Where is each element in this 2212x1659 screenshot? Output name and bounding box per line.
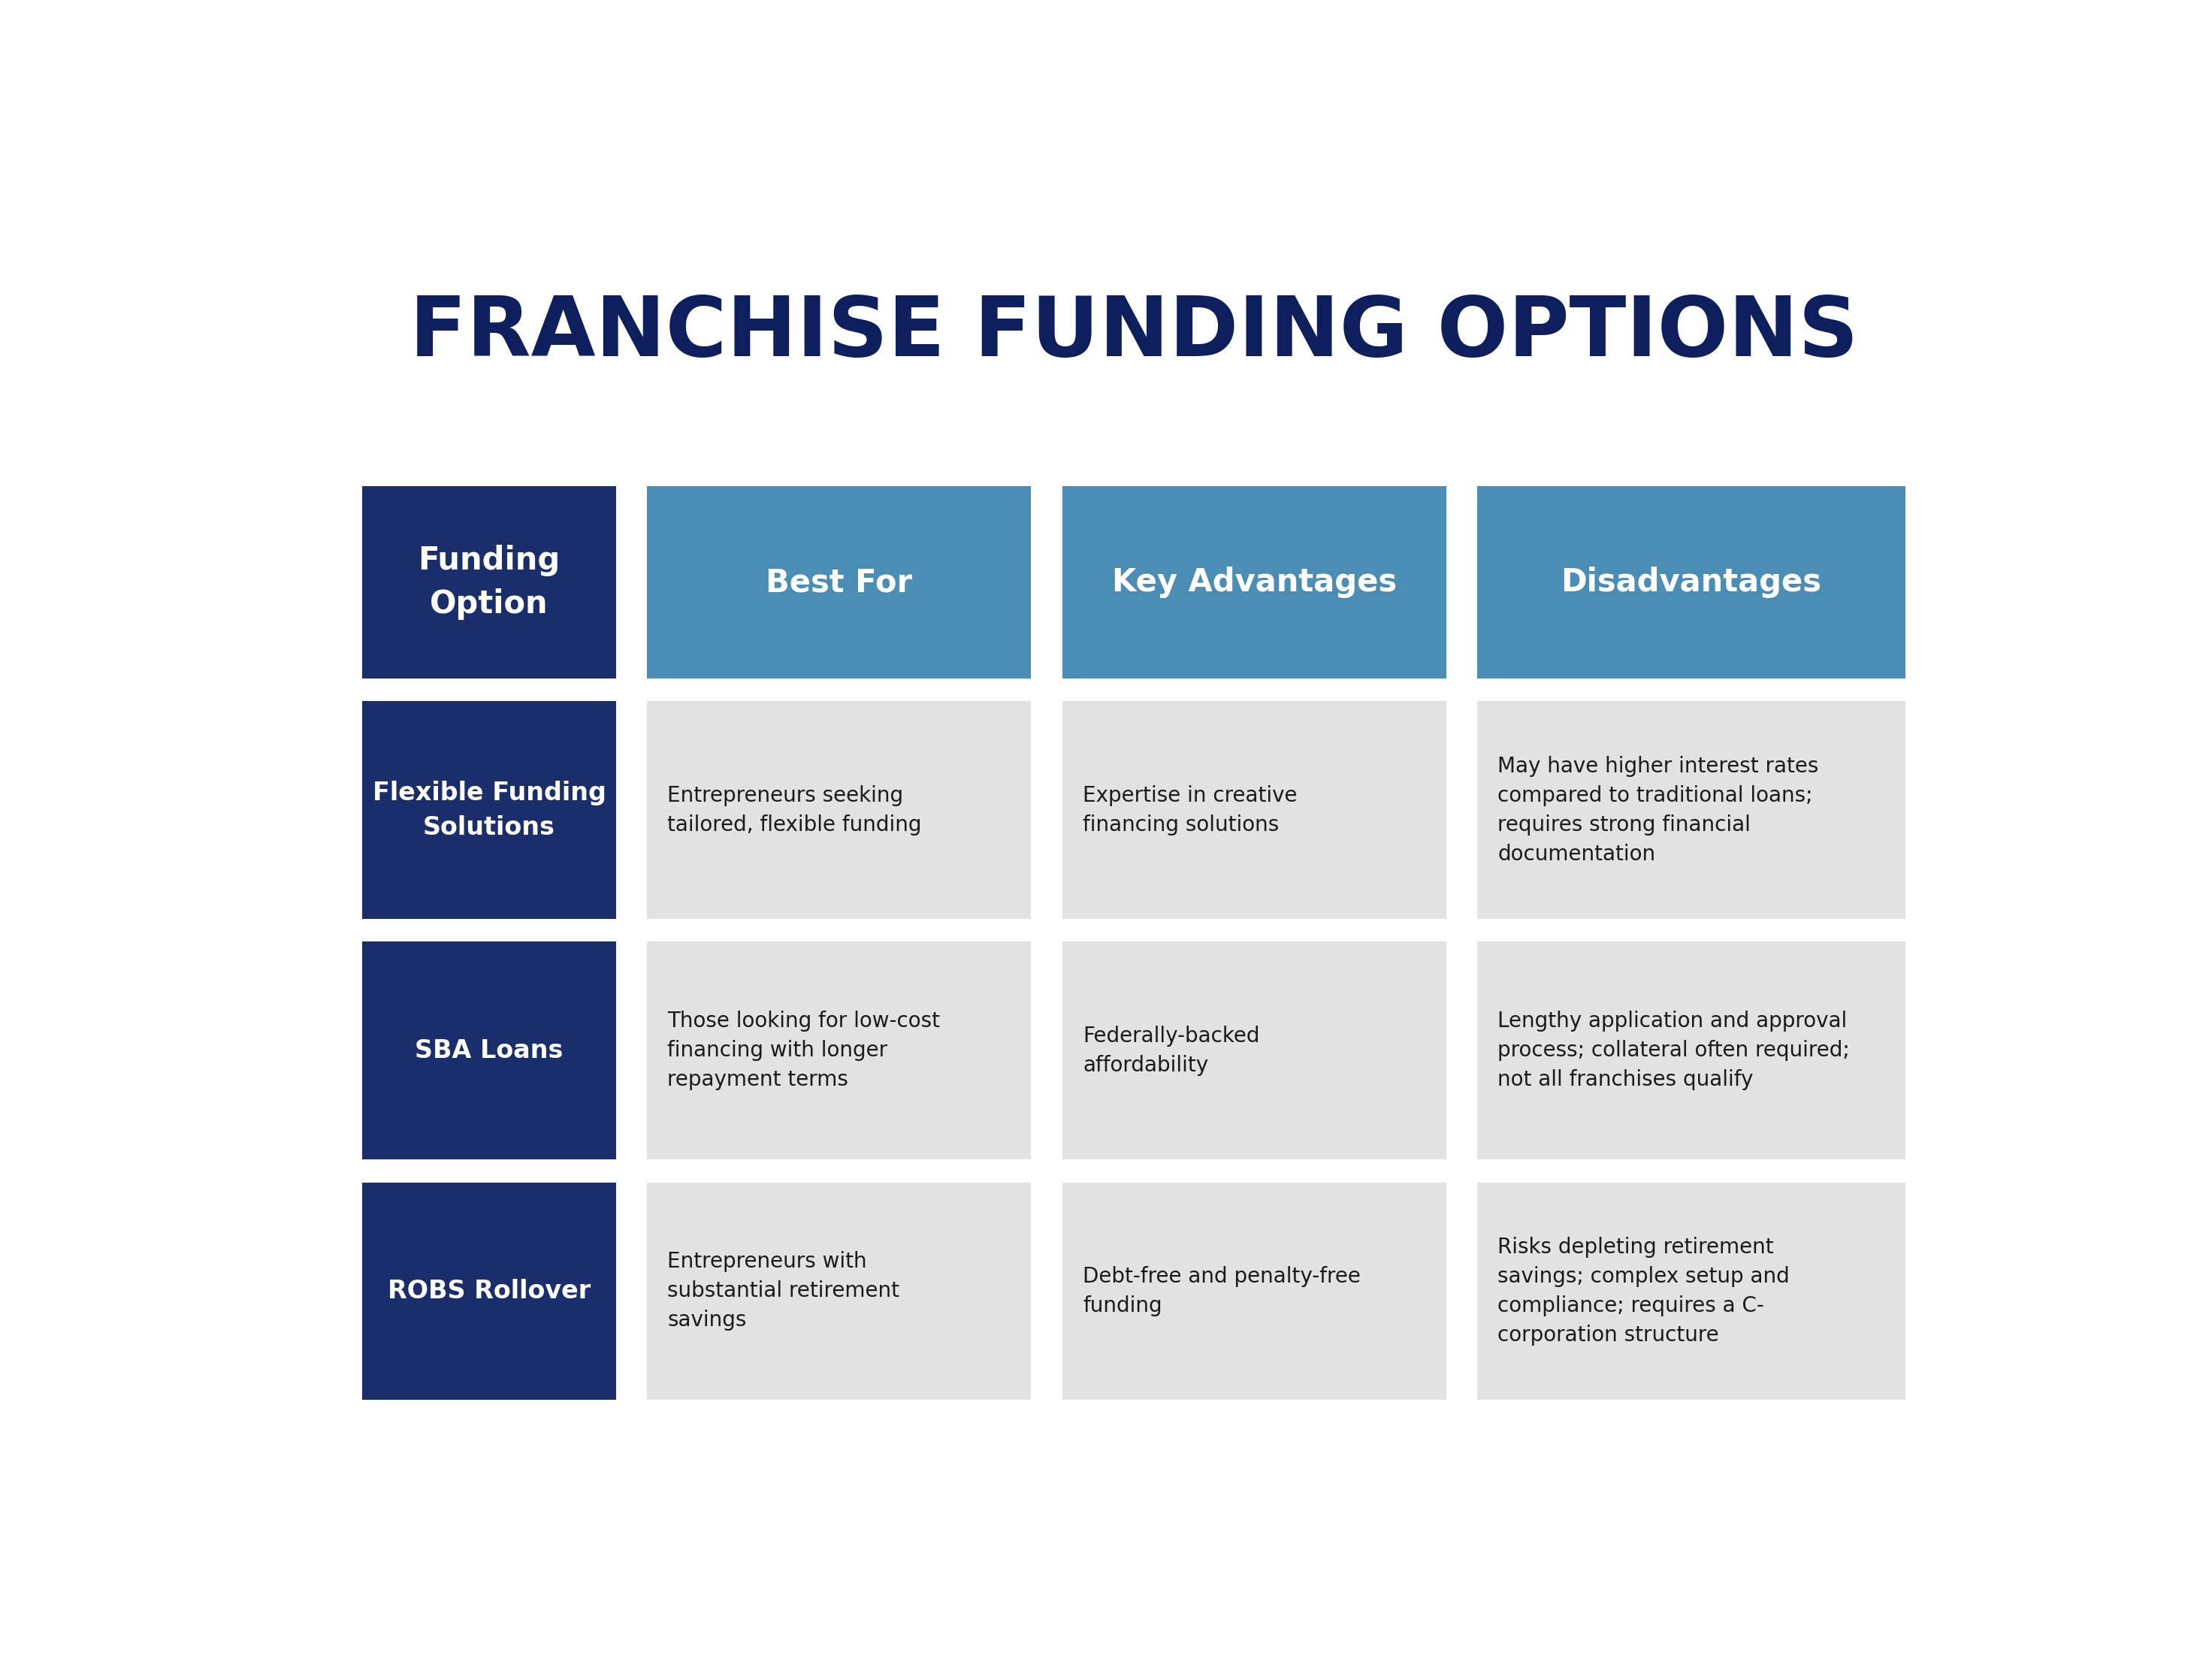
Text: Entrepreneurs seeking
tailored, flexible funding: Entrepreneurs seeking tailored, flexible…	[668, 785, 922, 834]
Text: Debt-free and penalty-free
funding: Debt-free and penalty-free funding	[1082, 1266, 1360, 1316]
FancyBboxPatch shape	[1062, 486, 1447, 679]
Text: Federally-backed
affordability: Federally-backed affordability	[1082, 1025, 1259, 1075]
FancyBboxPatch shape	[646, 942, 1031, 1160]
FancyBboxPatch shape	[1062, 702, 1447, 919]
FancyBboxPatch shape	[1062, 942, 1447, 1160]
FancyBboxPatch shape	[363, 942, 615, 1160]
Text: SBA Loans: SBA Loans	[416, 1039, 564, 1063]
FancyBboxPatch shape	[1478, 486, 1905, 679]
FancyBboxPatch shape	[646, 702, 1031, 919]
Text: May have higher interest rates
compared to traditional loans;
requires strong fi: May have higher interest rates compared …	[1498, 755, 1818, 864]
FancyBboxPatch shape	[646, 1183, 1031, 1400]
Text: Lengthy application and approval
process; collateral often required;
not all fra: Lengthy application and approval process…	[1498, 1010, 1849, 1090]
FancyBboxPatch shape	[1478, 1183, 1905, 1400]
Text: Those looking for low-cost
financing with longer
repayment terms: Those looking for low-cost financing wit…	[668, 1010, 940, 1090]
Text: Funding
Option: Funding Option	[418, 544, 560, 620]
Text: Flexible Funding
Solutions: Flexible Funding Solutions	[372, 780, 606, 839]
Text: Best For: Best For	[765, 567, 911, 599]
Text: Expertise in creative
financing solutions: Expertise in creative financing solution…	[1082, 785, 1296, 834]
FancyBboxPatch shape	[363, 486, 615, 679]
Text: Risks depleting retirement
savings; complex setup and
compliance; requires a C-
: Risks depleting retirement savings; comp…	[1498, 1236, 1790, 1345]
Text: FRANCHISE FUNDING OPTIONS: FRANCHISE FUNDING OPTIONS	[409, 294, 1858, 373]
Text: Key Advantages: Key Advantages	[1113, 567, 1396, 599]
FancyBboxPatch shape	[1478, 702, 1905, 919]
Text: ROBS Rollover: ROBS Rollover	[387, 1279, 591, 1304]
FancyBboxPatch shape	[363, 1183, 615, 1400]
FancyBboxPatch shape	[646, 486, 1031, 679]
Text: Entrepreneurs with
substantial retirement
savings: Entrepreneurs with substantial retiremen…	[668, 1251, 900, 1331]
FancyBboxPatch shape	[1478, 942, 1905, 1160]
FancyBboxPatch shape	[1062, 1183, 1447, 1400]
FancyBboxPatch shape	[363, 702, 615, 919]
Text: Disadvantages: Disadvantages	[1562, 567, 1820, 599]
